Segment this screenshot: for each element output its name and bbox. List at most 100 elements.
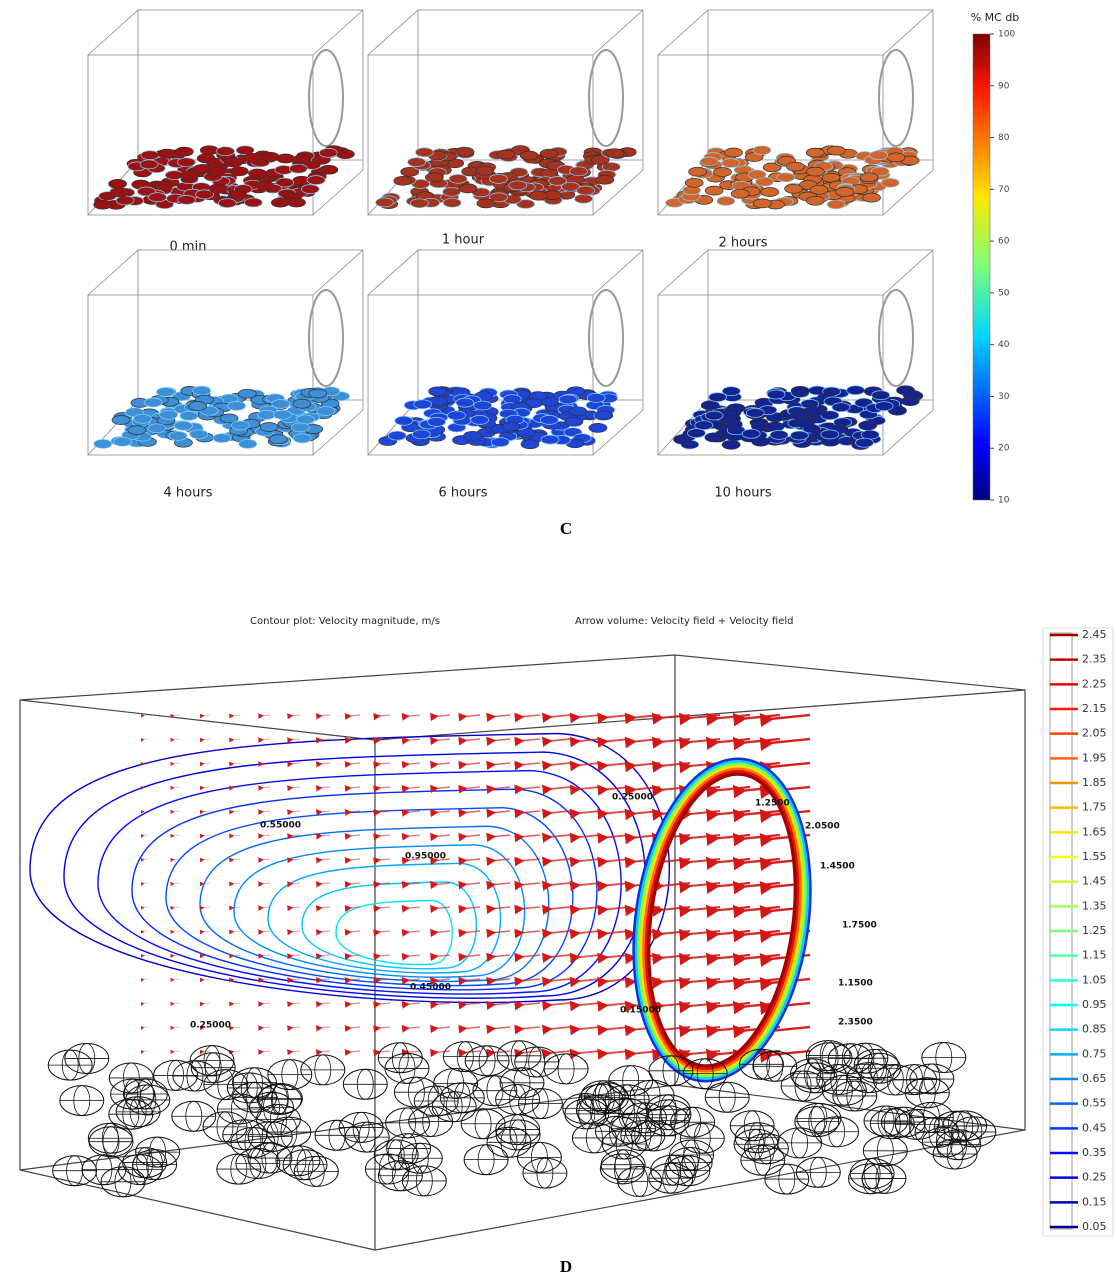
particle <box>258 410 276 419</box>
velocity-arrow <box>690 1051 720 1054</box>
velocity-arrow <box>233 739 240 740</box>
velocity-arrow <box>607 787 630 789</box>
particle <box>559 395 577 404</box>
colorbar-tick-label: 10 <box>998 496 1010 506</box>
velocity-arrow <box>233 1003 240 1004</box>
velocity-arrow <box>322 859 330 860</box>
colorbar-tick-label: 2.25 <box>1082 677 1107 690</box>
particle <box>269 435 287 444</box>
velocity-arrow <box>233 715 240 716</box>
velocity-arrow <box>466 1003 480 1004</box>
velocity-arrow <box>635 787 660 790</box>
velocity-arrow <box>263 883 270 884</box>
particle <box>394 176 412 185</box>
velocity-arrow <box>263 1027 270 1028</box>
colorbar-tick-label: 0.75 <box>1082 1047 1107 1060</box>
snapshot-label: 4 hours <box>164 486 213 501</box>
particle <box>262 152 280 161</box>
velocity-arrow <box>551 955 570 957</box>
velocity-arrow <box>174 955 180 956</box>
velocity-arrow <box>263 715 270 716</box>
velocity-arrow <box>690 835 720 838</box>
particle <box>791 386 809 395</box>
velocity-arrow <box>322 907 330 908</box>
particle <box>518 1089 562 1119</box>
particle <box>272 399 290 408</box>
particle <box>230 167 248 176</box>
velocity-arrow <box>494 883 510 885</box>
velocity-arrow <box>523 931 540 933</box>
particle <box>544 1054 588 1084</box>
particle <box>409 1107 453 1137</box>
velocity-arrow <box>292 715 300 716</box>
particle <box>395 416 413 425</box>
particle <box>239 439 257 448</box>
particle <box>808 1043 852 1073</box>
particle <box>149 193 167 202</box>
velocity-arrow <box>523 739 540 741</box>
colorbar-tick-label: 1.65 <box>1082 825 1107 838</box>
particle <box>753 146 771 155</box>
snapshot-label: 10 hours <box>714 486 771 501</box>
colorbar-tick-label: 90 <box>998 81 1010 91</box>
velocity-arrow <box>233 1027 240 1028</box>
particle <box>724 420 742 429</box>
velocity-arrow <box>204 763 210 764</box>
velocity-arrow <box>292 907 300 908</box>
particle <box>790 410 808 419</box>
velocity-arrow <box>494 811 510 813</box>
velocity-arrow <box>174 979 180 980</box>
velocity-arrow <box>409 1051 420 1052</box>
velocity-arrow <box>322 955 330 956</box>
velocity-arrow <box>579 715 600 717</box>
velocity-arrow <box>523 979 540 981</box>
particle <box>178 195 196 204</box>
velocity-arrow <box>204 811 210 812</box>
particle <box>767 390 785 399</box>
particle <box>112 416 130 425</box>
particle <box>415 148 433 157</box>
contour-label: 2.3500 <box>838 1018 873 1028</box>
particle <box>806 407 824 416</box>
colorbar-tick-label: 0.15 <box>1082 1195 1107 1208</box>
velocity-arrow <box>690 979 720 982</box>
velocity-arrow <box>607 811 630 813</box>
colorbar-title: % MC db <box>971 11 1020 24</box>
velocity-arrow <box>322 715 330 716</box>
particle <box>244 198 262 207</box>
velocity-arrow <box>523 955 540 957</box>
particle <box>770 430 788 439</box>
velocity-arrow <box>579 835 600 837</box>
particle <box>746 408 764 417</box>
velocity-arrow <box>380 1027 390 1028</box>
colorbar-tick-label: 2.15 <box>1082 702 1107 715</box>
particle <box>685 178 703 187</box>
colorbar-tick-label: 0.95 <box>1082 998 1107 1011</box>
particle <box>414 400 432 409</box>
particle <box>160 410 178 419</box>
figure: C D % MC db Contour plot: Velocity magni… <box>0 0 1116 1280</box>
velocity-arrow <box>263 739 270 740</box>
velocity-arrow <box>494 763 510 765</box>
particle <box>411 199 429 208</box>
particle <box>443 1042 487 1072</box>
particle <box>443 198 461 207</box>
particle <box>319 148 337 157</box>
particle <box>863 193 881 202</box>
particle <box>443 187 461 196</box>
velocity-arrow <box>380 931 390 932</box>
velocity-arrow <box>292 811 300 812</box>
colorbar-tick-label: 1.95 <box>1082 751 1107 764</box>
velocity-arrow <box>351 859 360 860</box>
particle <box>589 423 607 432</box>
particle <box>872 391 890 400</box>
contour-line <box>336 900 452 964</box>
particle <box>109 179 127 188</box>
particle <box>725 148 743 157</box>
particle <box>231 421 249 430</box>
particle <box>730 1111 774 1141</box>
colorbar-tick-label: 2.05 <box>1082 727 1107 740</box>
snapshot: 0 min <box>88 10 363 255</box>
snapshot-label: 1 hour <box>442 233 485 248</box>
particle <box>204 1070 248 1100</box>
